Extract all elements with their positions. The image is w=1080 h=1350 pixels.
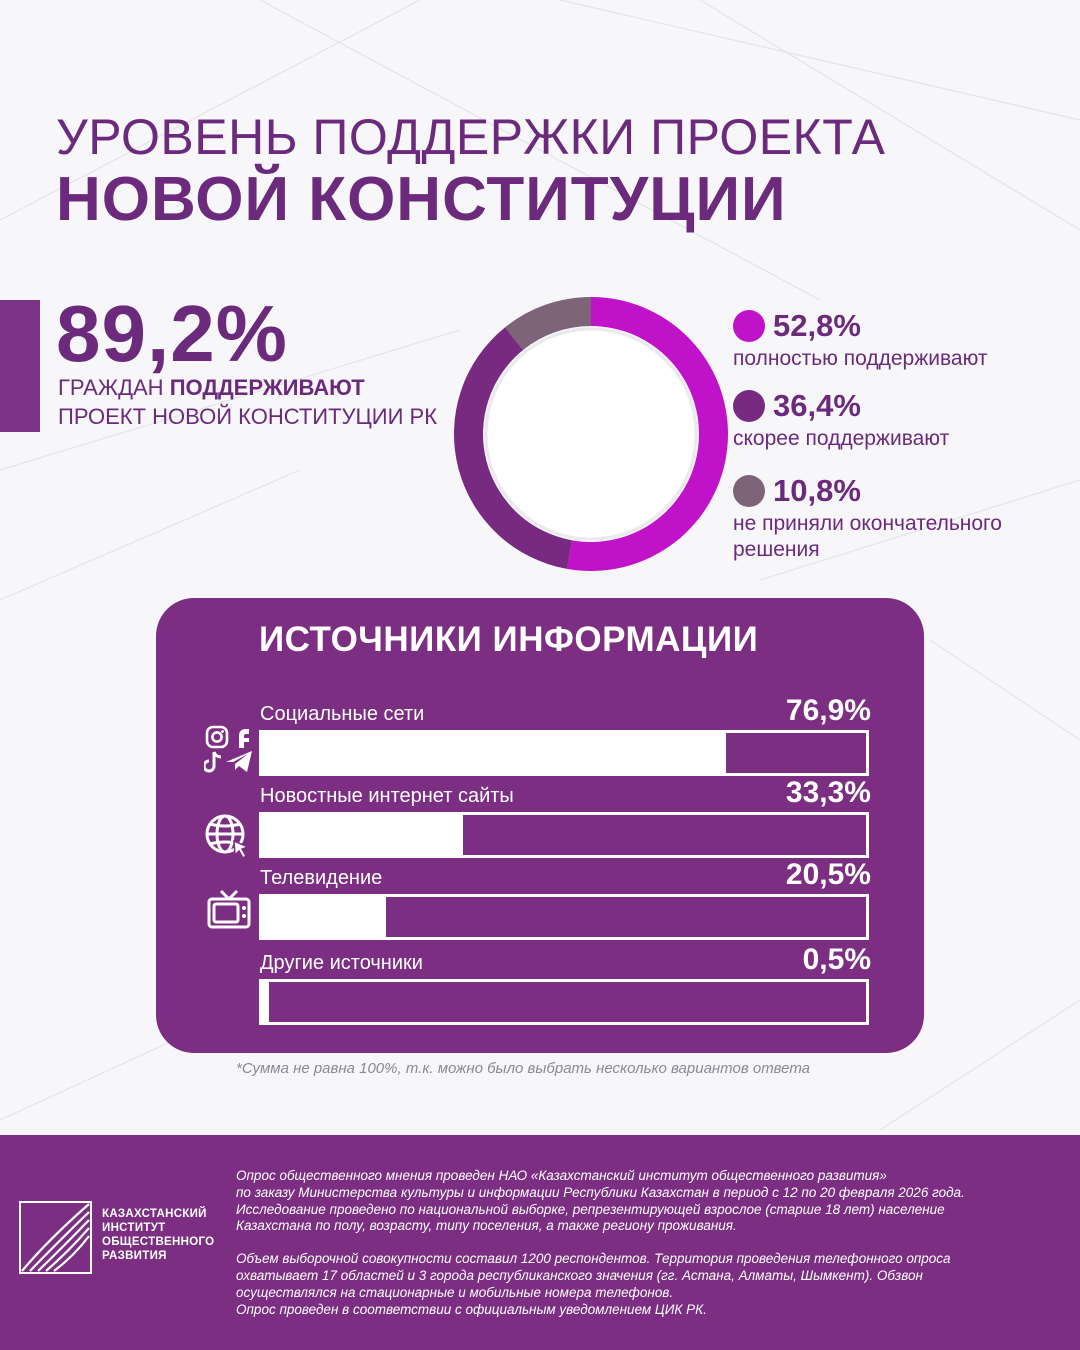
donut-slice-rather-support xyxy=(454,327,573,569)
page-title-line1: УРОВЕНЬ ПОДДЕРЖКИ ПРОЕКТА xyxy=(56,109,886,165)
logo-line: КАЗАХСТАНСКИЙ xyxy=(102,1208,207,1220)
methodology-line: охватывает 17 областей и 3 города респуб… xyxy=(236,1267,923,1283)
legend-label-full-support: полностью поддерживают xyxy=(733,347,988,370)
logo-line: РАЗВИТИЯ xyxy=(102,1250,167,1262)
methodology-line: Опрос проведен в соответствии с официаль… xyxy=(236,1301,707,1317)
legend-item-rather-support: 36,4% скорее поддерживают xyxy=(733,388,1063,452)
donut-slice-full-support xyxy=(567,297,728,571)
accent-bar xyxy=(0,300,40,432)
social-media-icon-group xyxy=(204,725,252,773)
tiktok-icon xyxy=(204,751,222,773)
headline-subtitle-line2: ПРОЕКТ НОВОЙ КОНСТИТУЦИИ РК xyxy=(58,404,438,429)
legend-value-full-support: 52,8% xyxy=(773,308,861,343)
legend-dot-rather-support xyxy=(733,390,765,422)
globe-cursor-icon xyxy=(205,814,251,860)
instagram-icon xyxy=(205,725,229,749)
page-title-line2: НОВОЙ КОНСТИТУЦИИ xyxy=(56,165,787,234)
bar-label-news-sites: Новостные интернет сайты xyxy=(260,785,514,807)
donut-chart xyxy=(454,297,728,571)
legend-item-undecided: 10,8% не приняли окончательного решения xyxy=(733,473,1033,563)
bar-fill-other xyxy=(262,982,270,1022)
donut-slice-undecided xyxy=(505,297,591,350)
bar-row-social: Социальные сети 76,9% xyxy=(259,694,871,776)
tv-icon xyxy=(207,889,251,929)
bar-row-news-sites: Новостные интернет сайты 33,3% xyxy=(259,776,871,858)
methodology-line: осуществлялся на стационарные и мобильны… xyxy=(236,1284,674,1300)
headline-subtitle-prefix: ГРАЖДАН xyxy=(58,375,164,400)
bar-label-other: Другие источники xyxy=(260,952,423,974)
bar-value-other: 0,5% xyxy=(802,943,871,976)
legend-value-undecided: 10,8% xyxy=(773,473,861,508)
bar-value-television: 20,5% xyxy=(785,858,871,891)
bar-value-social: 76,9% xyxy=(785,694,871,727)
legend-item-full-support: 52,8% полностью поддерживают xyxy=(733,308,1063,372)
bar-row-television: Телевидение 20,5% xyxy=(259,858,871,940)
headline-percentage: 89,2% xyxy=(56,289,288,378)
bar-fill-television xyxy=(262,897,386,937)
facebook-icon xyxy=(239,729,249,748)
logo-line: ИНСТИТУТ xyxy=(102,1222,166,1234)
survey-methodology-text: Опрос общественного мнения проведен НАО … xyxy=(236,1168,1066,1318)
bar-track-television xyxy=(259,894,869,940)
bar-track-social xyxy=(259,730,869,776)
institute-logo-icon xyxy=(19,1201,92,1274)
bar-value-news-sites: 33,3% xyxy=(785,776,871,809)
bar-fill-news-sites xyxy=(262,815,464,855)
legend-value-rather-support: 36,4% xyxy=(773,388,861,423)
methodology-line: Казахстана по полу, возрасту, типу посел… xyxy=(236,1218,737,1234)
bar-label-television: Телевидение xyxy=(260,867,383,889)
sources-title: ИСТОЧНИКИ ИНФОРМАЦИИ xyxy=(259,620,759,659)
bar-label-social: Социальные сети xyxy=(260,703,425,725)
donut-hole xyxy=(484,327,698,541)
methodology-line: по заказу Министерства культуры и информ… xyxy=(236,1184,965,1200)
methodology-line: Объем выборочной совокупности составил 1… xyxy=(236,1251,951,1267)
headline-subtitle-line1: ГРАЖДАН ПОДДЕРЖИВАЮТ xyxy=(58,375,365,401)
legend-label-undecided: не приняли окончательного решения xyxy=(733,512,1002,561)
bar-row-other: Другие источники 0,5% xyxy=(259,943,871,1025)
bar-track-news-sites xyxy=(259,812,869,858)
institute-logo-text: КАЗАХСТАНСКИЙ ИНСТИТУТ ОБЩЕСТВЕННОГО РАЗ… xyxy=(102,1207,214,1263)
legend-dot-undecided xyxy=(733,475,765,507)
methodology-line: Исследование проведено по национальной в… xyxy=(236,1201,945,1217)
legend-label-rather-support: скорее поддерживают xyxy=(733,427,950,450)
headline-subtitle-bold: ПОДДЕРЖИВАЮТ xyxy=(169,375,365,400)
footnote: *Сумма не равна 100%, т.к. можно было вы… xyxy=(236,1060,811,1077)
logo-line: ОБЩЕСТВЕННОГО xyxy=(102,1236,215,1248)
bar-track-other xyxy=(259,979,869,1025)
footer: КАЗАХСТАНСКИЙ ИНСТИТУТ ОБЩЕСТВЕННОГО РАЗ… xyxy=(0,1135,1080,1350)
legend-dot-full-support xyxy=(733,310,765,342)
methodology-line: Опрос общественного мнения проведен НАО … xyxy=(236,1168,887,1183)
sources-panel: ИСТОЧНИКИ ИНФОРМАЦИИ Социальные сети 76,… xyxy=(156,598,924,1053)
bar-fill-social xyxy=(262,733,727,773)
telegram-icon xyxy=(226,751,252,772)
